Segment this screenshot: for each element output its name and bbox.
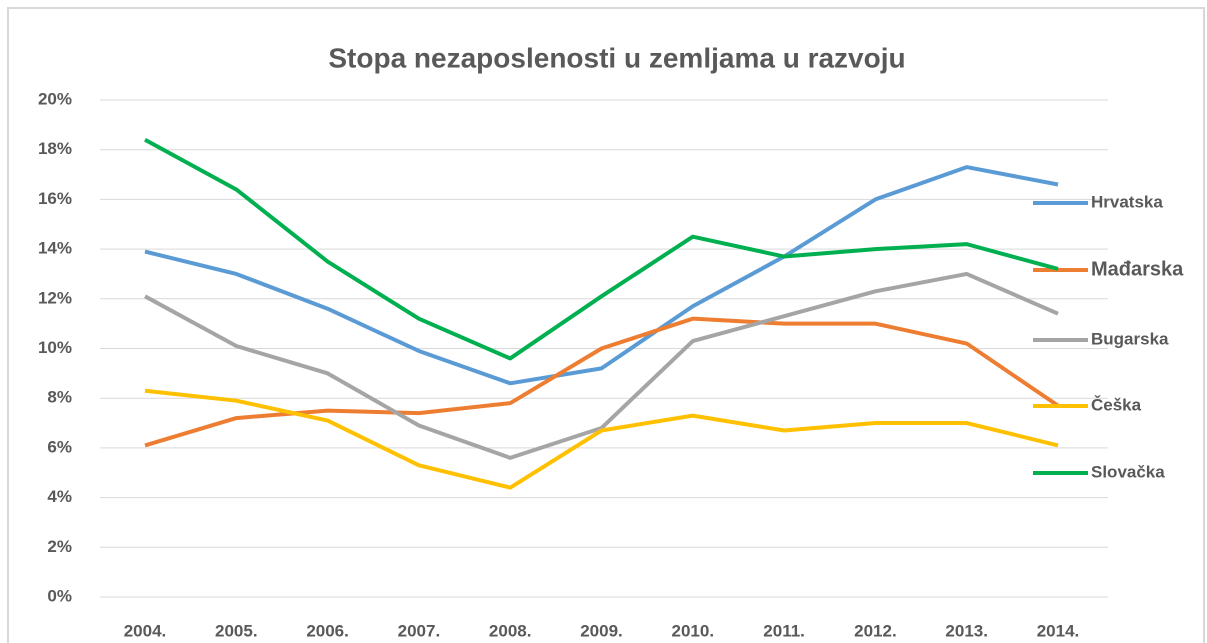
series-line	[144, 271, 1059, 460]
x-tick-label: 2014.	[1037, 621, 1080, 640]
y-tick-label: 18%	[38, 139, 72, 158]
y-tick-label: 16%	[38, 189, 72, 208]
x-tick-label: 2013.	[945, 621, 988, 640]
legend-label: Mađarska	[1091, 258, 1184, 280]
chart-title: Stopa nezaposlenosti u zemljama u razvoj…	[328, 42, 905, 73]
series-line	[144, 165, 1059, 386]
legend-label: Slovačka	[1091, 462, 1165, 481]
x-tick-label: 2005.	[215, 621, 258, 640]
legend-label: Bugarska	[1091, 329, 1169, 348]
x-tick-label: 2004.	[124, 621, 167, 640]
y-tick-label: 4%	[47, 487, 72, 506]
x-tick-label: 2012.	[854, 621, 897, 640]
chart-frame	[7, 7, 1205, 643]
x-tick-label: 2008.	[489, 621, 532, 640]
x-tick-label: 2010.	[672, 621, 715, 640]
y-tick-label: 6%	[47, 437, 72, 456]
x-tick-label: 2006.	[306, 621, 349, 640]
x-tick-label: 2007.	[398, 621, 441, 640]
y-tick-label: 2%	[47, 537, 72, 556]
y-tick-label: 14%	[38, 239, 72, 258]
legend-label: Češka	[1091, 395, 1142, 414]
y-tick-label: 12%	[38, 288, 72, 307]
y-tick-label: 20%	[38, 89, 72, 108]
x-tick-label: 2009.	[580, 621, 623, 640]
x-tick-label: 2011.	[763, 621, 805, 640]
series-line	[144, 138, 1059, 361]
y-tick-label: 8%	[47, 388, 72, 407]
y-tick-label: 0%	[47, 586, 72, 605]
y-tick-label: 10%	[38, 338, 72, 357]
legend-label: Hrvatska	[1091, 192, 1163, 211]
series-line	[144, 388, 1059, 490]
